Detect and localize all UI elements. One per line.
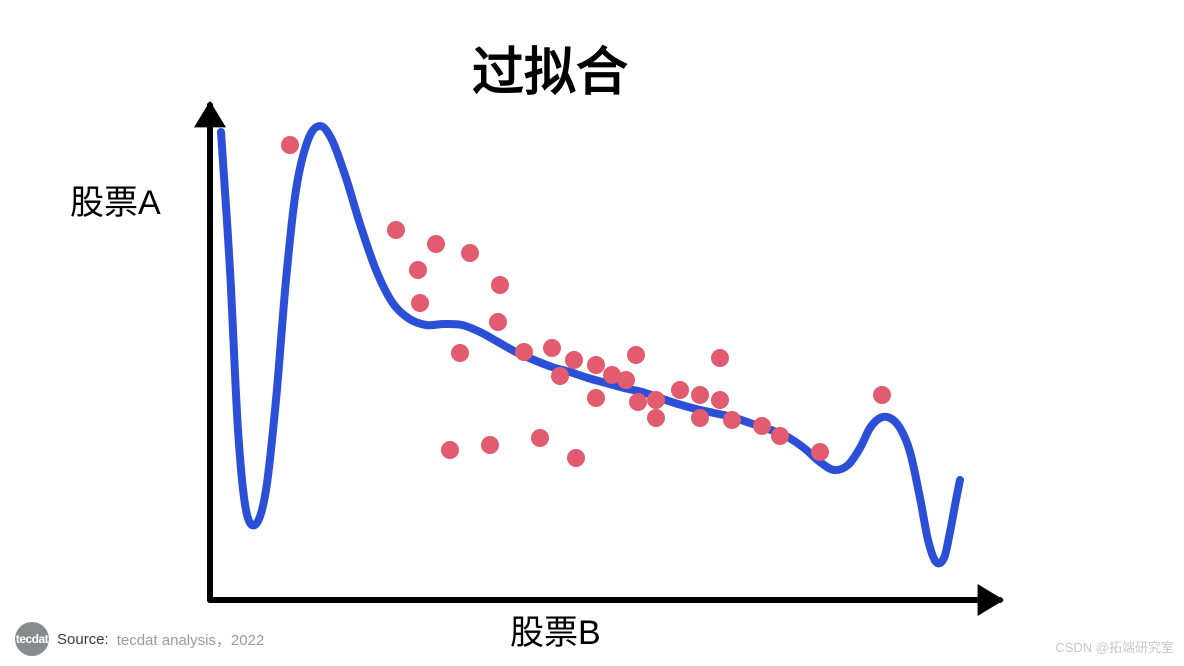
y-axis-label: 股票A bbox=[70, 175, 161, 224]
chart-container: 过拟合 股票A 股票B bbox=[0, 0, 1184, 666]
logo-badge: tecdat bbox=[15, 622, 49, 656]
watermark: CSDN @拓端研究室 bbox=[1055, 637, 1174, 656]
source-label: Source: bbox=[57, 631, 109, 648]
chart-title: 过拟合 bbox=[472, 30, 628, 105]
source-value: tecdat analysis，2022 bbox=[117, 629, 265, 650]
x-axis-label: 股票B bbox=[510, 605, 601, 654]
source-footer: tecdat Source: tecdat analysis，2022 bbox=[15, 622, 264, 656]
